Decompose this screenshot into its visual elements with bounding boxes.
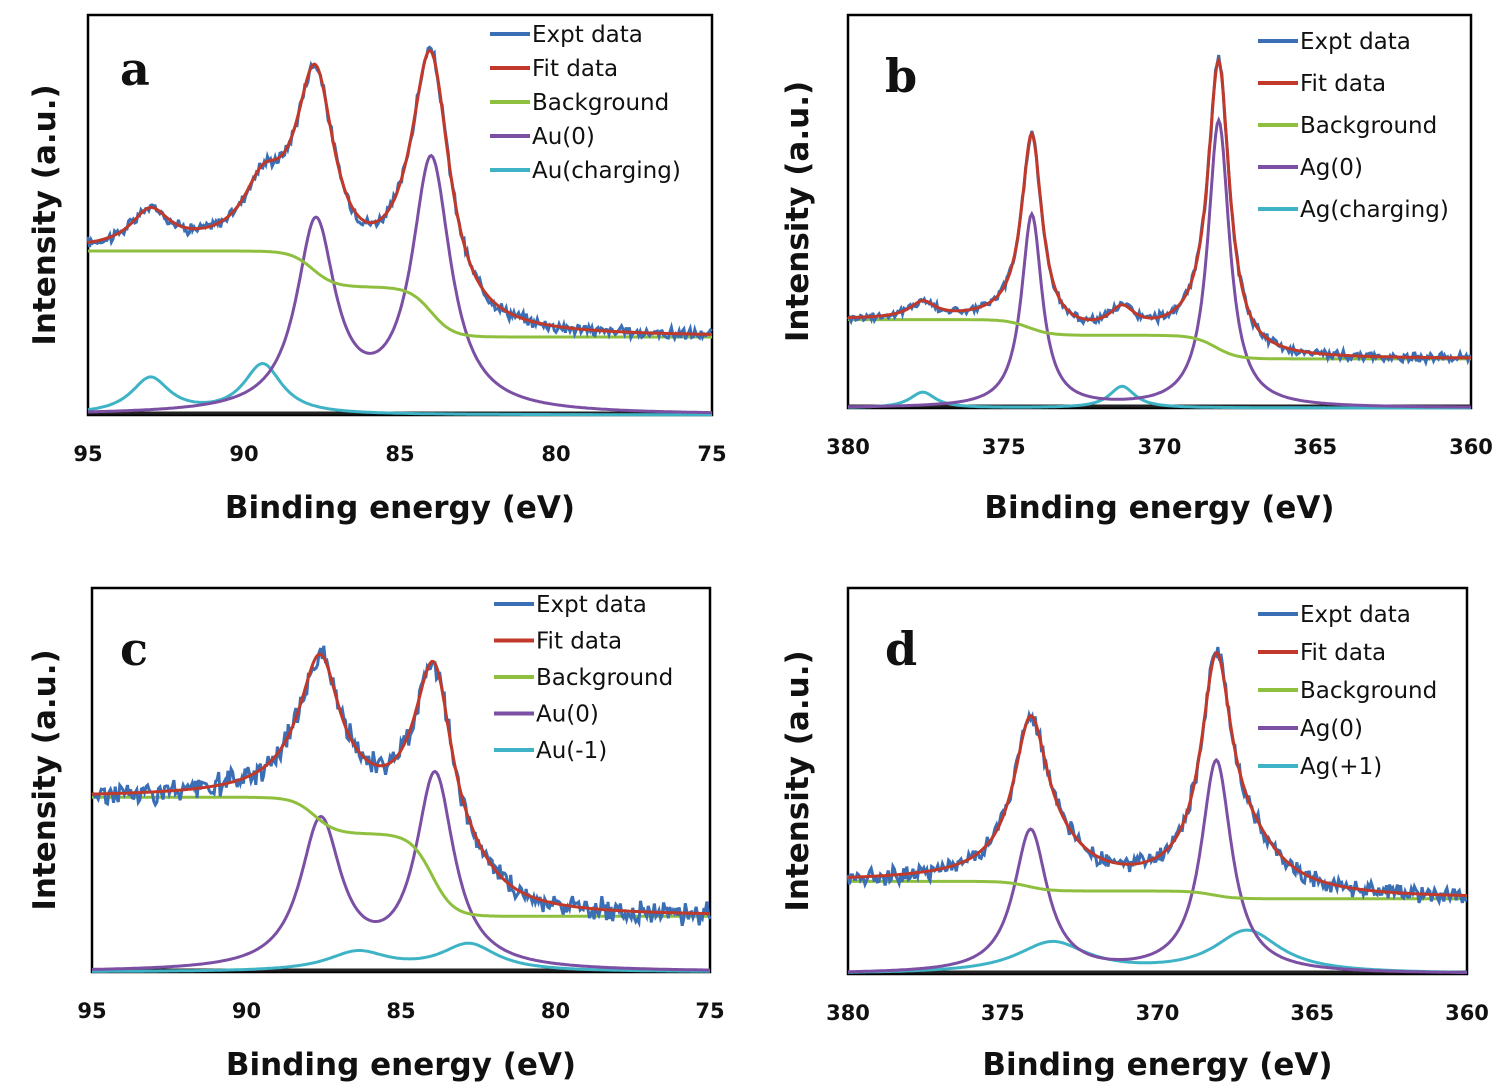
series-au-0- [87, 153, 712, 415]
series-au-0- [92, 769, 710, 972]
x-axis-title: Binding energy (eV) [226, 1047, 576, 1083]
y-axis-title: Intensity (a.u.) [27, 84, 63, 345]
x-tick-label: 85 [385, 442, 414, 466]
series-background [848, 879, 1467, 901]
series-ag-charging- [847, 384, 1471, 410]
panel-letter: c [120, 622, 148, 676]
x-axis-title: Binding energy (eV) [225, 490, 575, 526]
panel-a: 95 90 85 80 75 Binding energy (eV) Intensity (… [27, 13, 727, 526]
x-tick-label: 380 [826, 435, 870, 459]
legend-label: Fit data [1300, 71, 1386, 97]
legend-label: Background [1300, 678, 1437, 704]
legend-label: Expt data [536, 592, 647, 618]
x-tick-label: 75 [697, 442, 726, 466]
x-tick-label: 80 [541, 999, 570, 1023]
x-tick-label: 95 [77, 999, 106, 1023]
legend-label: Fit data [1300, 640, 1386, 666]
legend: Expt data Fit data Background Ag(0) Ag(charg… [1258, 29, 1449, 223]
legend-label: Background [1300, 113, 1437, 139]
x-tick-label: 80 [541, 442, 570, 466]
x-tick-label: 360 [1445, 1001, 1489, 1025]
x-tick-label: 75 [695, 999, 724, 1023]
panel-letter: a [120, 42, 150, 96]
panel-letter: d [885, 622, 917, 676]
legend-label: Expt data [532, 22, 643, 48]
x-tick-label: 365 [1293, 435, 1337, 459]
legend: Expt data Fit data Background Au(0) Au(-1) [494, 592, 673, 764]
plot-frame [846, 13, 1473, 410]
x-tick-label: 360 [1449, 435, 1493, 459]
x-tick-label: 380 [826, 1001, 870, 1025]
series-fit-data [848, 56, 1471, 360]
legend-label: Ag(charging) [1300, 197, 1449, 223]
series-fit-data [92, 652, 710, 916]
series-au-1- [92, 941, 710, 973]
plot-frame [846, 586, 1469, 976]
panel-c: 95 90 85 80 75 Binding energy (eV) Intensity (… [27, 586, 725, 1083]
series-fit-data [87, 48, 712, 336]
plot-frame [86, 13, 714, 417]
x-tick-label: 95 [73, 442, 102, 466]
y-axis-title: Intensity (a.u.) [780, 650, 816, 911]
series-fit-data [847, 650, 1468, 898]
series-au-charging- [87, 361, 712, 417]
panel-letter: b [885, 49, 917, 103]
x-tick-label: 90 [229, 442, 258, 466]
x-tick-label: 365 [1290, 1001, 1334, 1025]
x-tick-label: 90 [232, 999, 261, 1023]
legend-label: Au(charging) [532, 158, 681, 184]
legend-label: Au(-1) [536, 738, 607, 764]
x-tick-label: 375 [982, 435, 1026, 459]
legend-label: Background [532, 90, 669, 116]
legend-label: Fit data [532, 56, 618, 82]
series-ag-0- [847, 116, 1471, 409]
legend-label: Expt data [1300, 29, 1411, 55]
x-axis-title: Binding energy (eV) [982, 1047, 1332, 1083]
y-axis-title: Intensity (a.u.) [780, 81, 816, 342]
series-background [88, 249, 712, 339]
x-tick-label: 85 [386, 999, 415, 1023]
series-ag-0- [848, 757, 1467, 974]
series-background [848, 318, 1471, 361]
legend-label: Au(0) [536, 702, 599, 728]
x-tick-label: 370 [1138, 435, 1182, 459]
legend: Expt data Fit data Background Au(0) Au(charg… [490, 22, 681, 184]
panel-b: 380 375 370 365 360 Binding energy (eV) Intens… [780, 13, 1493, 526]
x-axis-title: Binding energy (eV) [984, 490, 1334, 526]
y-axis-title: Intensity (a.u.) [27, 649, 63, 910]
x-tick-label: 370 [1136, 1001, 1180, 1025]
legend-label: Ag(0) [1300, 155, 1363, 181]
x-tick-label: 375 [981, 1001, 1025, 1025]
legend-label: Fit data [536, 629, 622, 655]
legend-label: Background [536, 665, 673, 691]
legend-label: Au(0) [532, 124, 595, 150]
legend-label: Ag(+1) [1300, 754, 1382, 780]
series-expt-data [91, 645, 712, 929]
legend-label: Expt data [1300, 602, 1411, 628]
plot-frame [90, 586, 712, 974]
legend: Expt data Fit data Background Ag(0) Ag(+1) [1258, 602, 1437, 780]
legend-label: Ag(0) [1300, 716, 1363, 742]
panel-d: 380 375 370 365 360 Binding energy (eV) Intens… [780, 586, 1489, 1083]
